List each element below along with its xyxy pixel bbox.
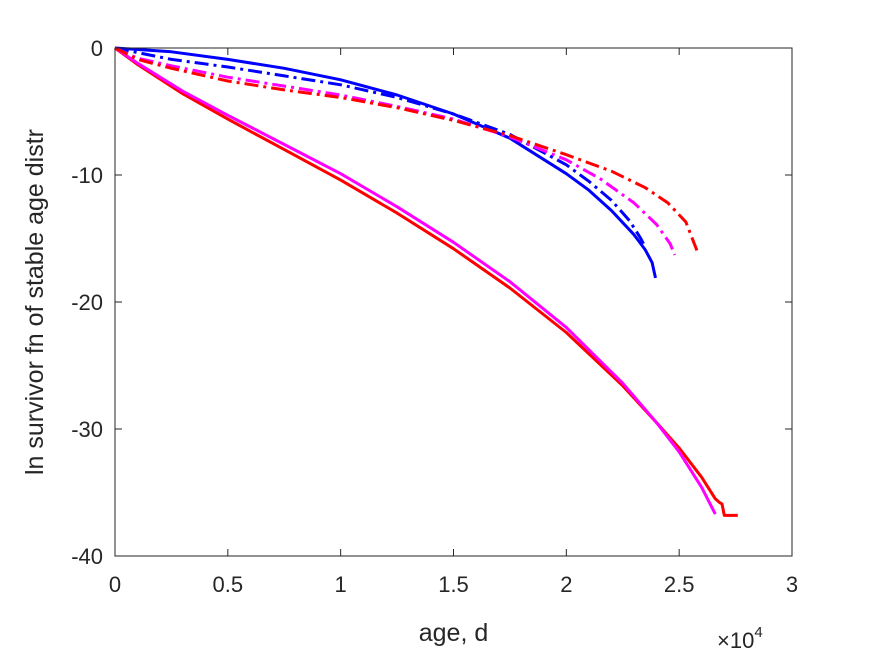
y-tick-label: -20 [71, 290, 103, 315]
series-line-2 [114, 46, 717, 515]
series-line-6 [114, 46, 699, 252]
tick-layer: 0 0.5 1 1.5 2 2.5 3 0 -10 -20 -30 -40 [71, 36, 798, 597]
x-exponent-power: 4 [754, 624, 762, 641]
series-line-1 [114, 46, 738, 517]
series-line-5 [114, 46, 677, 256]
x-axis-label: age, d [419, 619, 489, 647]
y-tick-label: -10 [71, 163, 103, 188]
y-tick-label: 0 [91, 36, 103, 61]
y-tick-label: -30 [71, 417, 103, 442]
x-tick-label: 3 [786, 572, 798, 597]
x-tick-label: 2.5 [664, 572, 695, 597]
series-line-4 [114, 46, 647, 249]
series-layer [114, 46, 738, 517]
plot-background [115, 48, 792, 556]
x-tick-label: 1.5 [438, 572, 469, 597]
x-tick-label: 0.5 [213, 572, 244, 597]
y-axis-label: ln survivor fn of stable age distr [21, 129, 49, 475]
x-exponent-label: ×104 [717, 624, 763, 653]
x-tick-label: 1 [335, 572, 347, 597]
y-tick-label: -40 [71, 544, 103, 569]
x-tick-label: 2 [560, 572, 572, 597]
x-tick-label: 0 [109, 572, 121, 597]
x-exponent-base: ×10 [717, 628, 754, 653]
